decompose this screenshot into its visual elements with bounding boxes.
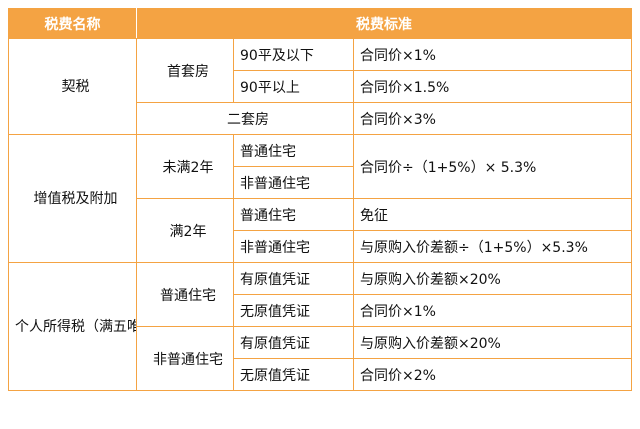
over-2-years-label: 满2年 xyxy=(136,198,234,263)
second-home-label: 二套房 xyxy=(136,102,354,135)
first-home-label: 首套房 xyxy=(136,38,234,103)
deed-tax-name: 契税 xyxy=(8,38,137,135)
value-cell: 与原购入价差额×20% xyxy=(353,326,632,359)
housing-type-cell: 非普通住宅 xyxy=(233,166,354,199)
value-cell: 合同价×2% xyxy=(353,358,632,391)
table-row: 非普通住宅 xyxy=(9,166,632,199)
value-cell: 与原购入价差额÷（1+5%）×5.3% xyxy=(353,230,632,263)
value-cell: 合同价÷（1+5%）× 5.3% xyxy=(353,134,632,199)
value-cell: 与原购入价差额×20% xyxy=(353,262,632,295)
table-row: 增值税及附加 未满2年 普通住宅 合同价÷（1+5%）× 5.3% xyxy=(8,134,632,263)
area-cell: 90平以上 xyxy=(233,70,354,103)
value-cell: 合同价×1.5% xyxy=(353,70,632,103)
area-cell: 90平及以下 xyxy=(233,38,354,71)
header-row: 税费名称 税费标准 xyxy=(8,8,632,39)
tax-fee-table: 税费名称 税费标准 契税 首套房 90平及以下 合同价×1% 90平以上 合同价… xyxy=(8,8,632,391)
housing-type-cell: 普通住宅 xyxy=(233,134,354,167)
table-row: 非普通住宅 与原购入价差额÷（1+5%）×5.3% xyxy=(9,230,632,263)
table-row: 无原值凭证 合同价×2% xyxy=(9,358,632,391)
certificate-cell: 无原值凭证 xyxy=(233,358,354,391)
table-row: 非普通住宅 有原值凭证 与原购入价差额×20% xyxy=(9,326,632,391)
value-cell: 合同价×1% xyxy=(353,294,632,327)
table-row: 90平以上 合同价×1.5% xyxy=(9,70,632,103)
header-tax-standard: 税费标准 xyxy=(136,8,632,39)
table-row: 二套房 合同价×3% xyxy=(9,102,632,135)
housing-type-cell: 普通住宅 xyxy=(233,198,354,231)
vat-name: 增值税及附加 xyxy=(8,134,137,263)
certificate-cell: 有原值凭证 xyxy=(233,262,354,295)
table-row: 无原值凭证 合同价×1% xyxy=(9,294,632,327)
certificate-cell: 有原值凭证 xyxy=(233,326,354,359)
table-row: 个人所得税（满五唯一免征） 普通住宅 有原值凭证 与原购入价差额×20% xyxy=(8,262,632,391)
table-row: 满2年 普通住宅 免征 xyxy=(9,198,632,263)
non-ordinary-housing-label: 非普通住宅 xyxy=(136,326,234,391)
value-cell: 合同价×1% xyxy=(353,38,632,71)
value-cell: 免征 xyxy=(353,198,632,231)
value-cell: 合同价×3% xyxy=(353,102,632,135)
table-row: 契税 首套房 90平及以下 合同价×1% xyxy=(8,38,632,135)
income-tax-name: 个人所得税（满五唯一免征） xyxy=(8,262,137,391)
ordinary-housing-label: 普通住宅 xyxy=(136,262,234,327)
housing-type-cell: 非普通住宅 xyxy=(233,230,354,263)
header-tax-name: 税费名称 xyxy=(8,8,137,39)
certificate-cell: 无原值凭证 xyxy=(233,294,354,327)
under-2-years-label: 未满2年 xyxy=(136,134,234,199)
